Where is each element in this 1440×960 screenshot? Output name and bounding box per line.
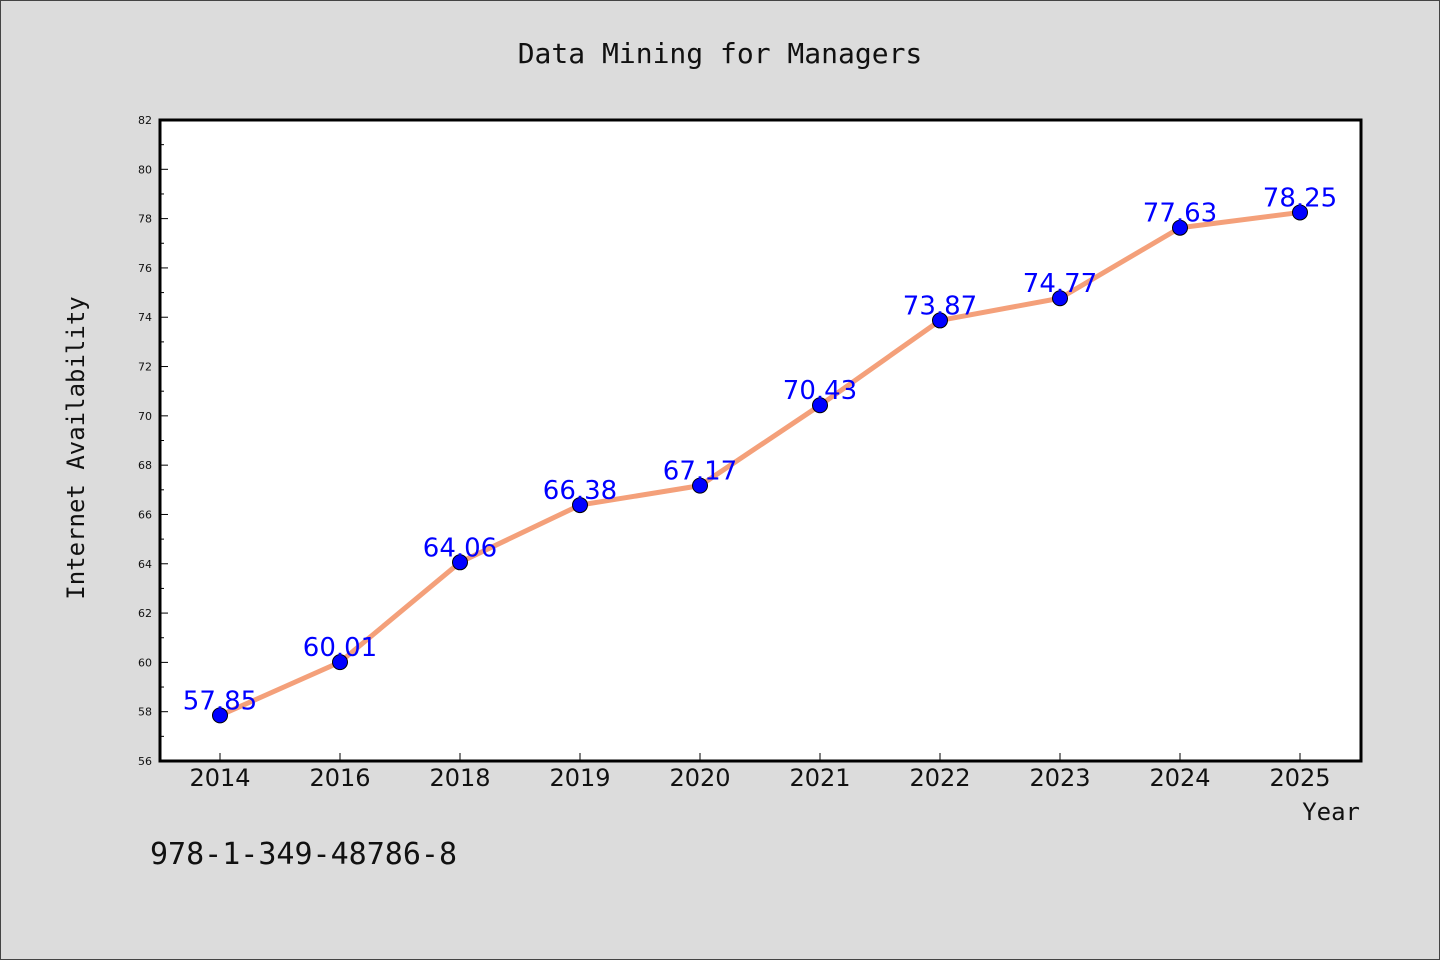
- data-label: 66.38: [543, 476, 617, 506]
- x-axis-label: Year: [1302, 798, 1360, 826]
- chart-title: Data Mining for Managers: [518, 37, 923, 70]
- y-tick-label: 72: [138, 361, 152, 374]
- y-tick-label: 62: [138, 607, 152, 620]
- data-label: 73.87: [903, 291, 977, 321]
- data-label: 78.25: [1263, 183, 1337, 213]
- series-line-group: [217, 209, 1303, 718]
- x-tick-label: 2020: [669, 764, 730, 792]
- marker-group: [212, 204, 1308, 724]
- data-point-marker: [572, 497, 588, 514]
- x-axis: 2014 2016 2018 2019 2020 2021 2022 2023 2024 2025: [189, 753, 1331, 792]
- data-label: 74.77: [1023, 269, 1097, 299]
- x-tick-label: 2023: [1029, 764, 1090, 792]
- x-tick-label: 2021: [789, 764, 850, 792]
- data-label: 77.63: [1143, 199, 1217, 229]
- x-tick-label: 2019: [549, 764, 610, 792]
- x-tick-label: 2014: [189, 764, 250, 792]
- y-tick-label: 56: [138, 755, 152, 768]
- y-tick-label: 70: [138, 410, 152, 423]
- x-tick-label: 2025: [1269, 764, 1330, 792]
- y-axis-label: Internet Availability: [62, 296, 90, 599]
- series-line: [217, 209, 1303, 718]
- data-label: 60.01: [303, 633, 377, 663]
- data-label: 70.43: [783, 376, 857, 406]
- x-tick-label: 2016: [309, 764, 370, 792]
- data-point-marker: [332, 654, 348, 671]
- y-tick-label: 58: [138, 706, 152, 719]
- data-point-marker: [932, 312, 948, 329]
- x-tick-label: 2024: [1149, 764, 1210, 792]
- data-label: 57.85: [183, 686, 257, 716]
- plot-area: [158, 118, 1363, 763]
- data-label-group: 57.85 60.01 64.06 66.38 67.17 70.43 73.87 74.77…: [183, 183, 1337, 716]
- data-point-marker: [1172, 219, 1188, 236]
- y-tick-label: 76: [138, 262, 152, 275]
- y-axis: 56 58 60 62 64 66 68 70 72 74 76 78 80 82: [138, 114, 168, 768]
- x-tick-label: 2022: [909, 764, 970, 792]
- x-tick-label: 2018: [429, 764, 490, 792]
- isbn-text: 978-1-349-48786-8: [150, 837, 457, 872]
- y-tick-label: 66: [138, 508, 152, 521]
- y-tick-label: 82: [138, 114, 152, 127]
- y-tick-label: 80: [138, 163, 152, 176]
- data-point-marker: [212, 707, 228, 724]
- y-tick-label: 60: [138, 656, 152, 669]
- data-point-marker: [1052, 290, 1068, 307]
- y-tick-label: 64: [138, 558, 152, 571]
- data-point-marker: [452, 554, 468, 571]
- y-tick-label: 68: [138, 459, 152, 472]
- data-point-marker: [1292, 204, 1308, 221]
- data-label: 64.06: [423, 533, 497, 563]
- data-label: 67.17: [663, 457, 737, 487]
- data-point-marker: [812, 397, 828, 414]
- y-tick-label: 78: [138, 213, 152, 226]
- y-tick-label: 74: [138, 311, 152, 324]
- data-point-marker: [692, 477, 708, 494]
